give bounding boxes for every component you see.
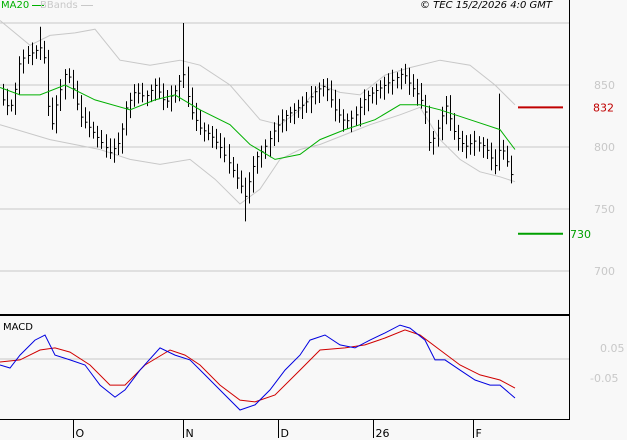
price-grid bbox=[0, 22, 569, 272]
y-tick-label: 700 bbox=[594, 265, 615, 278]
legend-ma20: MA20 bbox=[1, 0, 45, 11]
y-tick-label: 850 bbox=[594, 79, 615, 92]
bollinger-bands bbox=[0, 20, 516, 205]
x-tick-label: O bbox=[76, 427, 85, 440]
x-tick-label: F bbox=[476, 427, 482, 440]
signal-line bbox=[0, 329, 516, 403]
x-tick-label: 26 bbox=[376, 427, 390, 440]
level-label-832: 832 bbox=[593, 101, 614, 114]
legend-bbands: BBands bbox=[40, 0, 93, 11]
macd-title: MACD bbox=[3, 322, 33, 333]
level-label-730: 730 bbox=[570, 228, 591, 241]
macd-panel bbox=[0, 324, 569, 411]
macd-tick-label: -0.05 bbox=[590, 372, 618, 385]
x-tick-label: N bbox=[186, 427, 194, 440]
x-tick-label: D bbox=[281, 427, 289, 440]
bb-upper-line bbox=[0, 20, 516, 126]
y-tick-label: 800 bbox=[594, 141, 615, 154]
ohlc-bars bbox=[3, 23, 514, 222]
macd-line bbox=[0, 324, 516, 411]
macd-tick-label: 0.05 bbox=[600, 342, 625, 355]
copyright: © TEC 15/2/2026 4:0 GMT bbox=[420, 0, 552, 11]
ma20-path bbox=[0, 84, 516, 160]
ma20-line bbox=[0, 84, 516, 160]
y-tick-label: 750 bbox=[594, 203, 615, 216]
bb-lower-line bbox=[0, 106, 516, 205]
price-annotations: 832 730 bbox=[518, 101, 614, 241]
